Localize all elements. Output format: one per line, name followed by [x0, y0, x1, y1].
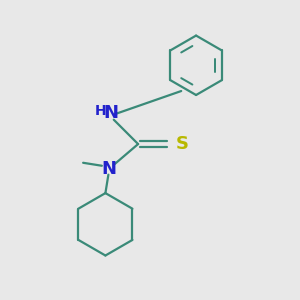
Text: S: S: [175, 135, 188, 153]
Text: H: H: [94, 104, 106, 118]
Text: N: N: [103, 104, 118, 122]
Text: N: N: [101, 160, 116, 178]
